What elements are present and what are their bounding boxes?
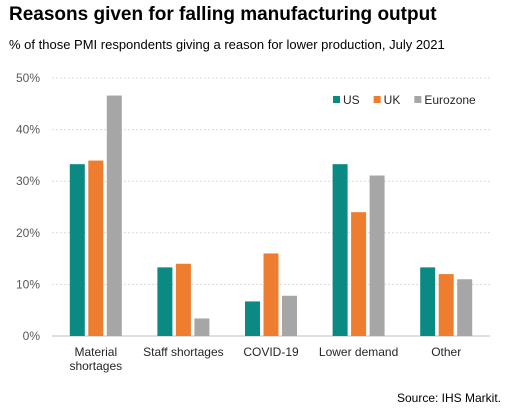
bar-uk [438,274,454,336]
bar-uk [88,160,104,336]
bar-eurozone [282,295,297,336]
bar-uk [175,263,191,336]
bar-uk [263,253,279,336]
chart-subtitle: % of those PMI respondents giving a reas… [9,37,445,52]
bar-eurozone [457,279,473,336]
chart-title: Reasons given for falling manufacturing … [9,4,437,25]
bar-us [157,267,173,336]
x-tick-label: shortages [69,359,122,373]
legend-swatch-eurozone [414,96,422,103]
legend-label-uk: UK [384,93,401,107]
x-tick-label: Staff shortages [143,345,224,359]
y-tick-label: 0% [23,329,41,343]
legend-label-eurozone: Eurozone [424,93,476,107]
bar-us [245,301,260,336]
bar-eurozone [194,318,210,336]
legend-label-us: US [343,93,360,107]
bar-us [420,267,436,336]
source-note: Source: IHS Markit. [396,391,501,405]
x-tick-label: Material [74,345,117,359]
bar-eurozone [369,175,385,336]
legend-swatch-uk [373,96,381,103]
y-tick-label: 30% [16,174,40,188]
y-tick-label: 40% [16,123,40,137]
y-tick-label: 10% [16,277,40,291]
y-tick-label: 20% [16,226,40,240]
y-tick-label: 50% [16,71,40,85]
x-tick-label: Lower demand [319,345,398,359]
bar-us [69,164,85,336]
legend-swatch-us [333,96,340,103]
x-tick-label: Other [431,345,461,359]
bar-uk [351,212,367,336]
bar-us [332,164,348,336]
bar-eurozone [106,95,122,336]
x-tick-label: COVID-19 [243,345,299,359]
